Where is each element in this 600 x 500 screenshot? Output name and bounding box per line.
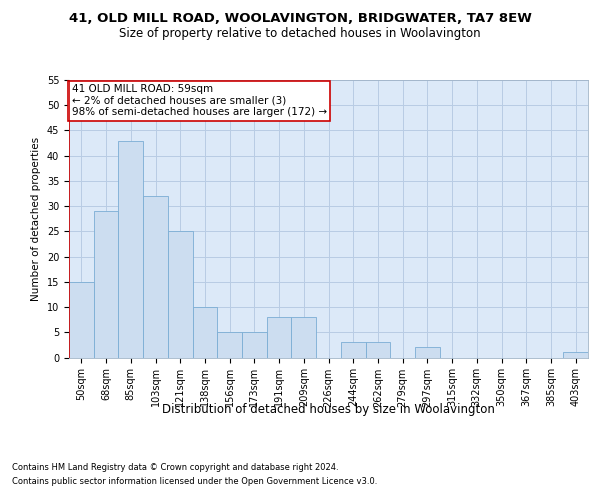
Bar [365, 342, 390, 357]
Bar [341, 342, 365, 357]
Bar [563, 352, 588, 358]
Bar [242, 332, 267, 357]
Text: 41 OLD MILL ROAD: 59sqm
← 2% of detached houses are smaller (3)
98% of semi-deta: 41 OLD MILL ROAD: 59sqm ← 2% of detached… [71, 84, 327, 117]
Text: Size of property relative to detached houses in Woolavington: Size of property relative to detached ho… [119, 28, 481, 40]
Bar [217, 332, 242, 357]
Text: Contains public sector information licensed under the Open Government Licence v3: Contains public sector information licen… [12, 478, 377, 486]
Bar [69, 282, 94, 358]
Bar [292, 317, 316, 358]
Text: Contains HM Land Registry data © Crown copyright and database right 2024.: Contains HM Land Registry data © Crown c… [12, 462, 338, 471]
Bar [118, 140, 143, 358]
Text: Distribution of detached houses by size in Woolavington: Distribution of detached houses by size … [163, 402, 495, 415]
Bar [94, 211, 118, 358]
Bar [267, 317, 292, 358]
Y-axis label: Number of detached properties: Number of detached properties [31, 136, 41, 301]
Bar [168, 232, 193, 358]
Bar [415, 348, 440, 358]
Text: 41, OLD MILL ROAD, WOOLAVINGTON, BRIDGWATER, TA7 8EW: 41, OLD MILL ROAD, WOOLAVINGTON, BRIDGWA… [68, 12, 532, 26]
Bar [193, 307, 217, 358]
Bar [143, 196, 168, 358]
